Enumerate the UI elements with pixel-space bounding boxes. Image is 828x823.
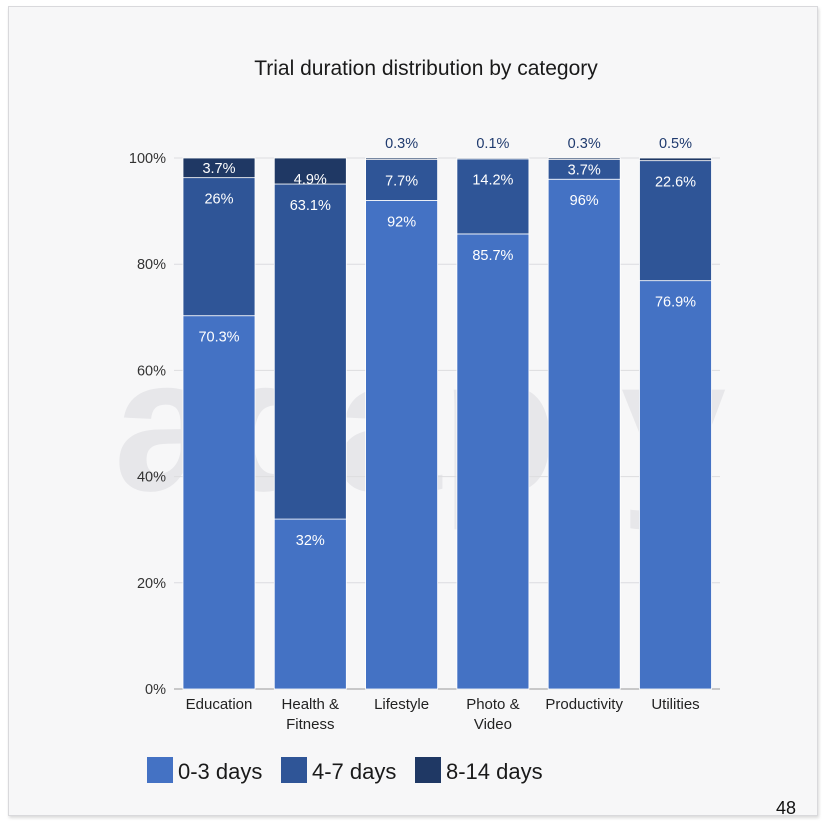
bar-segment xyxy=(182,177,256,317)
data-label: 26% xyxy=(204,192,233,208)
data-label: 4.9% xyxy=(294,172,327,188)
bar-segment xyxy=(273,183,347,520)
bar-segment xyxy=(547,157,621,160)
legend-swatch xyxy=(415,757,441,783)
bar-segment xyxy=(639,157,712,162)
data-label: 76.9% xyxy=(655,295,696,311)
x-tick-label: Lifestyle xyxy=(374,696,429,713)
bar-segment xyxy=(273,518,347,690)
bar-segment xyxy=(365,200,439,690)
y-tick-label: 20% xyxy=(137,576,166,592)
y-tick-label: 0% xyxy=(145,682,166,698)
bar-segment xyxy=(639,160,712,282)
data-label: 0.3% xyxy=(385,136,418,152)
x-tick-label: Utilities xyxy=(651,696,699,713)
data-label: 14.2% xyxy=(472,173,513,189)
x-tick-label: Fitness xyxy=(286,716,334,733)
legend-swatch xyxy=(281,757,307,783)
legend: 0-3 days 4-7 days 8-14 days xyxy=(147,757,543,784)
legend-label: 8-14 days xyxy=(446,759,543,784)
gridlines xyxy=(174,157,720,690)
data-label: 85.7% xyxy=(472,248,513,264)
x-axis: Education Health & Fitness Lifestyle Photo &… xyxy=(186,696,700,733)
x-tick-label: Photo & xyxy=(466,696,519,713)
bar-segment xyxy=(547,178,621,690)
bar-segment xyxy=(456,157,530,160)
y-tick-label: 100% xyxy=(129,151,166,167)
data-label: 63.1% xyxy=(290,198,331,214)
y-tick-label: 60% xyxy=(137,363,166,379)
bar-segment xyxy=(639,280,712,690)
y-tick-label: 40% xyxy=(137,470,166,486)
bar-segment xyxy=(365,157,439,160)
data-label: 7.7% xyxy=(385,174,418,190)
x-tick-label: Productivity xyxy=(545,696,623,713)
x-tick-label: Video xyxy=(474,716,512,733)
data-label: 0.1% xyxy=(476,136,509,152)
data-label: 3.7% xyxy=(568,162,601,178)
y-axis: 0% 20% 40% 60% 80% 100% xyxy=(129,151,166,698)
bars: 70.3% 26% 3.7% 32% 63.1% 4.9% 92% 7.7% 0.3% 85.7%… xyxy=(182,136,712,690)
x-tick-label: Health & xyxy=(282,696,340,713)
y-tick-label: 80% xyxy=(137,257,166,273)
bar-segment xyxy=(182,315,256,690)
data-label: 22.6% xyxy=(655,175,696,191)
bar-segment xyxy=(456,233,530,690)
legend-label: 4-7 days xyxy=(312,759,396,784)
data-label: 0.5% xyxy=(659,136,692,152)
bar-segment xyxy=(456,158,530,235)
data-label: 3.7% xyxy=(202,161,235,177)
legend-swatch xyxy=(147,757,173,783)
data-label: 70.3% xyxy=(198,330,239,346)
page-number: 48 xyxy=(776,798,796,818)
bar-segment xyxy=(273,157,347,185)
data-label: 92% xyxy=(387,214,416,230)
data-label: 32% xyxy=(296,533,325,549)
data-label: 96% xyxy=(570,193,599,209)
x-tick-label: Education xyxy=(186,696,253,713)
bar-segment xyxy=(365,159,439,201)
chart-title: Trial duration distribution by category xyxy=(254,57,598,80)
legend-label: 0-3 days xyxy=(178,759,262,784)
bar-segment xyxy=(182,157,256,179)
data-label: 0.3% xyxy=(568,136,601,152)
